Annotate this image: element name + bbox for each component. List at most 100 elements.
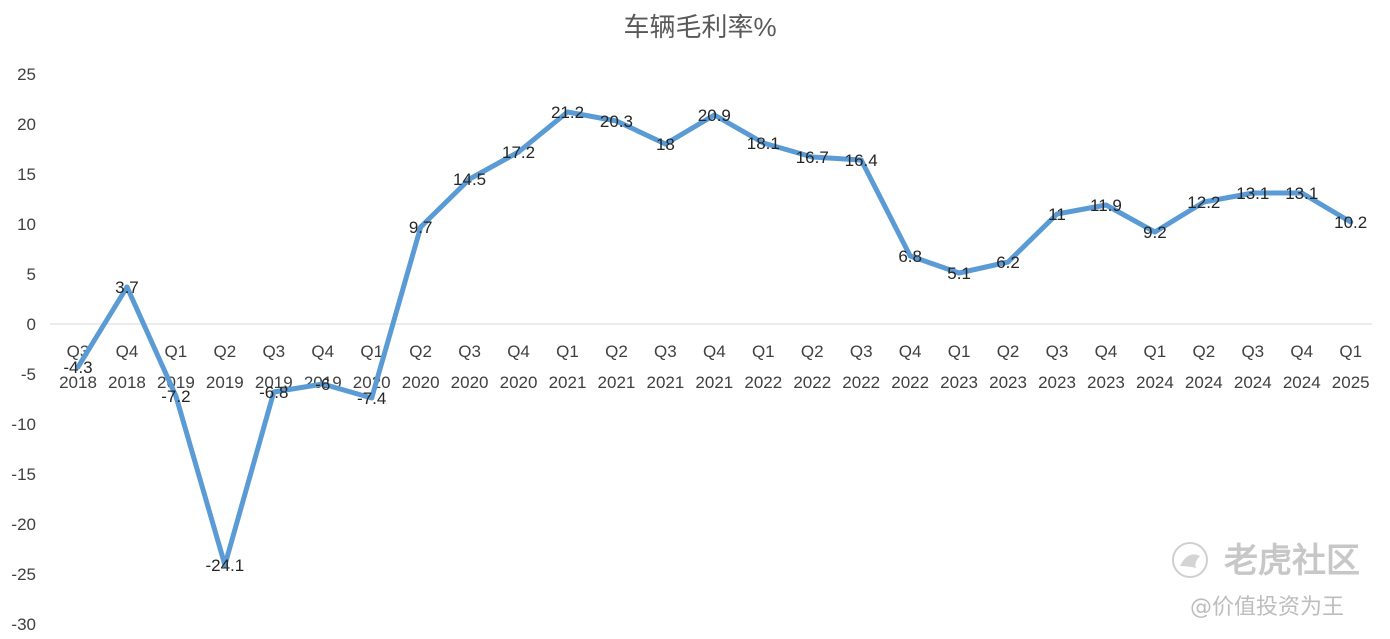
y-tick-label: 25	[17, 65, 36, 84]
x-tick-year: 2019	[255, 373, 293, 392]
x-tick-year: 2024	[1136, 373, 1174, 392]
data-label: -24.1	[205, 556, 244, 575]
x-tick-year: 2023	[1087, 373, 1125, 392]
data-point	[418, 224, 424, 230]
x-tick-year: 2022	[891, 373, 929, 392]
data-label: -6.8	[259, 383, 288, 402]
data-point	[1005, 259, 1011, 265]
x-tick-year: 2023	[1038, 373, 1076, 392]
data-label: 5.1	[947, 264, 971, 283]
data-point	[1054, 211, 1060, 217]
x-tick-quarter: Q1	[360, 342, 383, 361]
data-point	[271, 389, 277, 395]
y-tick-label: 15	[17, 165, 36, 184]
data-label: 9.2	[1143, 223, 1167, 242]
x-tick-year: 2022	[842, 373, 880, 392]
data-point	[858, 157, 864, 163]
data-label: 6.8	[898, 247, 922, 266]
y-tick-label: 20	[17, 115, 36, 134]
x-tick-year: 2025	[1332, 373, 1370, 392]
data-point	[222, 562, 228, 568]
x-tick-quarter: Q3	[1046, 342, 1069, 361]
x-tick-quarter: Q3	[262, 342, 285, 361]
data-label: 6.2	[996, 253, 1020, 272]
data-point	[662, 141, 668, 147]
y-tick-label: -5	[21, 365, 36, 384]
x-tick-quarter: Q3	[850, 342, 873, 361]
y-tick-label: -20	[11, 515, 36, 534]
data-point	[124, 284, 130, 290]
data-label: 12.2	[1187, 193, 1220, 212]
data-labels: -4.3 3.7 -7.2 -24.1 -6.8 -6 -7.4 9.7 14.5 17.2 21.…	[63, 103, 1367, 575]
x-tick-quarter: Q4	[507, 342, 530, 361]
x-tick-year: 2024	[1234, 373, 1272, 392]
data-point	[369, 395, 375, 401]
data-label: 20.3	[600, 112, 633, 131]
data-point	[809, 154, 815, 160]
x-tick-year: 2020	[451, 373, 489, 392]
x-tick-quarter: Q4	[311, 342, 334, 361]
x-axis-labels: Q32018Q42018Q12019Q22019Q32019Q42019Q120…	[59, 342, 1370, 392]
data-label: 16.7	[796, 148, 829, 167]
data-label: 14.5	[453, 170, 486, 189]
data-point	[516, 149, 522, 155]
x-tick-year: 2018	[108, 373, 146, 392]
x-tick-quarter: Q1	[1144, 342, 1167, 361]
x-tick-quarter: Q3	[1241, 342, 1264, 361]
data-point	[1348, 219, 1354, 225]
x-tick-quarter: Q2	[605, 342, 628, 361]
x-tick-year: 2023	[989, 373, 1027, 392]
x-tick-year: 2021	[646, 373, 684, 392]
watermark: 老虎社区 @价值投资为王	[1172, 541, 1360, 620]
x-tick-quarter: Q4	[116, 342, 139, 361]
x-tick-quarter: Q4	[1095, 342, 1118, 361]
data-label: 16.4	[845, 151, 878, 170]
y-axis: 25 20 15 10 5 0 -5 -10 -15 -20 -25 -30	[11, 65, 36, 634]
data-point	[1152, 229, 1158, 235]
data-point	[1299, 190, 1305, 196]
data-point	[173, 393, 179, 399]
watermark-author: @价值投资为王	[1190, 595, 1344, 620]
y-tick-label: -25	[11, 565, 36, 584]
data-point	[565, 109, 570, 115]
data-label: 13.1	[1236, 184, 1269, 203]
data-label: -6	[315, 375, 330, 394]
data-label: 11	[1048, 205, 1066, 224]
y-tick-label: -30	[11, 615, 36, 634]
x-tick-year: 2020	[500, 373, 538, 392]
x-tick-year: 2022	[793, 373, 831, 392]
x-tick-year: 2020	[402, 373, 440, 392]
data-point	[907, 253, 913, 259]
data-label: 20.9	[698, 106, 731, 125]
y-tick-label: 5	[27, 265, 36, 284]
x-tick-quarter: Q2	[409, 342, 432, 361]
x-tick-quarter: Q4	[1290, 342, 1313, 361]
data-label: -4.3	[63, 358, 92, 377]
data-label: -7.2	[161, 387, 190, 406]
x-tick-year: 2021	[695, 373, 733, 392]
data-point	[1250, 190, 1256, 196]
x-tick-quarter: Q3	[654, 342, 677, 361]
x-tick-quarter: Q4	[899, 342, 922, 361]
x-tick-year: 2020	[353, 373, 391, 392]
x-tick-quarter: Q1	[1339, 342, 1362, 361]
x-tick-year: 2024	[1283, 373, 1321, 392]
x-tick-year: 2023	[940, 373, 978, 392]
x-tick-quarter: Q2	[801, 342, 824, 361]
x-tick-year: 2021	[598, 373, 636, 392]
x-tick-year: 2022	[744, 373, 782, 392]
x-tick-quarter: Q1	[556, 342, 579, 361]
watermark-brand: 老虎社区	[1224, 541, 1360, 581]
x-tick-quarter: Q3	[458, 342, 481, 361]
x-tick-quarter: Q2	[1193, 342, 1216, 361]
x-tick-year: 2024	[1185, 373, 1223, 392]
x-tick-quarter: Q4	[703, 342, 726, 361]
data-label: 18.1	[747, 134, 780, 153]
data-label: 17.2	[502, 143, 535, 162]
data-point	[760, 140, 766, 146]
data-point	[1201, 199, 1207, 205]
data-label: 13.1	[1285, 184, 1318, 203]
data-point	[956, 270, 962, 276]
tiger-logo-icon	[1172, 542, 1208, 578]
